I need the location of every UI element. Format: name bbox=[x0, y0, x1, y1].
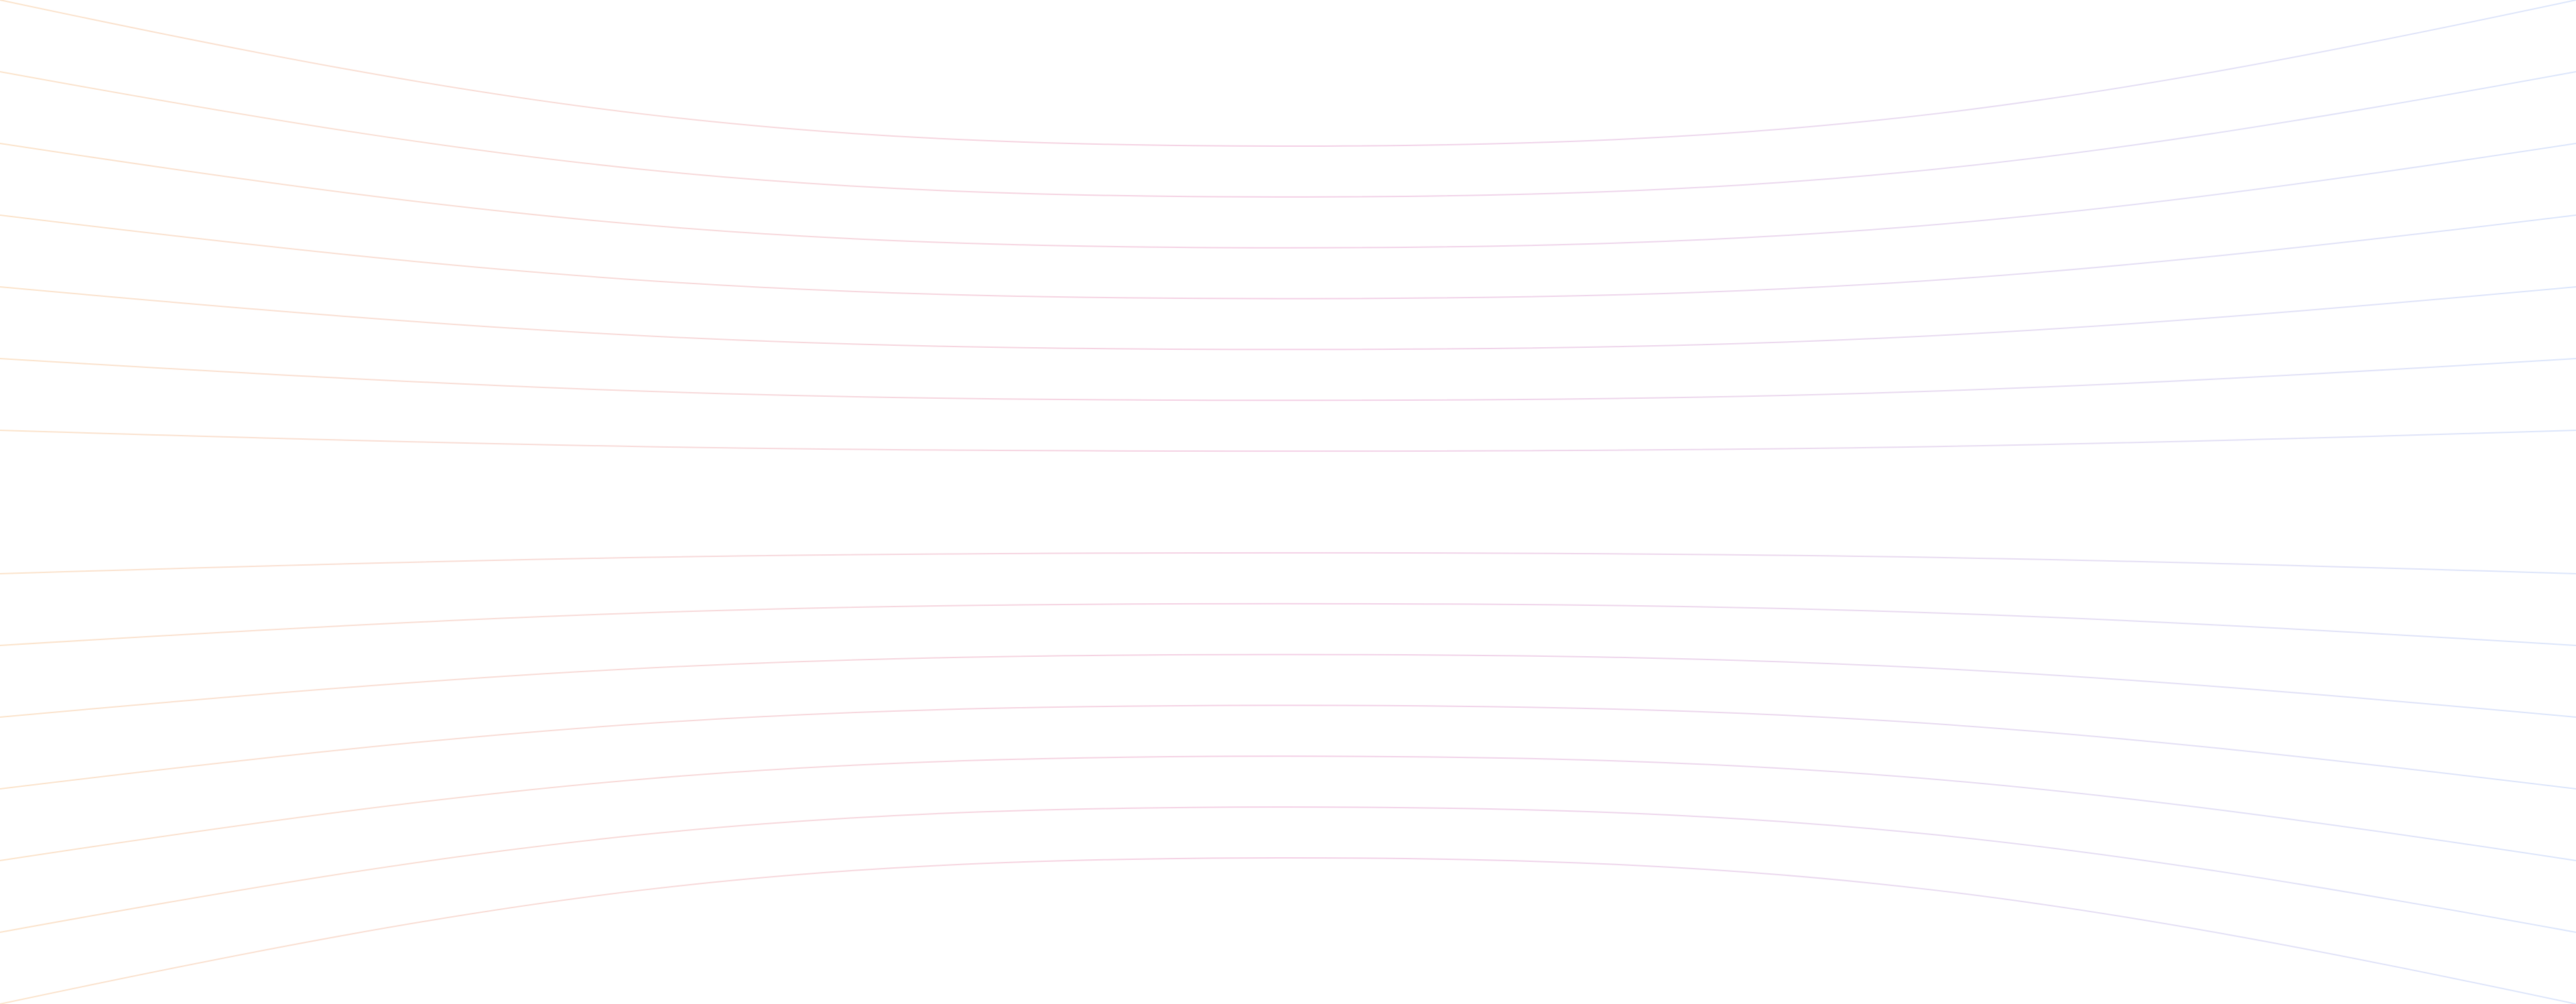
curve-line bbox=[0, 71, 2576, 198]
curve-line bbox=[0, 704, 2576, 790]
curve-line bbox=[0, 358, 2576, 401]
curve-line bbox=[0, 653, 2576, 718]
curve-line bbox=[0, 603, 2576, 646]
curve-line bbox=[0, 430, 2576, 452]
curve-line bbox=[0, 755, 2576, 861]
curve-line bbox=[0, 286, 2576, 351]
curve-line bbox=[0, 0, 2576, 147]
curve-line bbox=[0, 143, 2576, 249]
curve-line bbox=[0, 214, 2576, 300]
curve-line bbox=[0, 806, 2576, 933]
curve-line bbox=[0, 552, 2576, 574]
curve-line bbox=[0, 857, 2576, 1004]
